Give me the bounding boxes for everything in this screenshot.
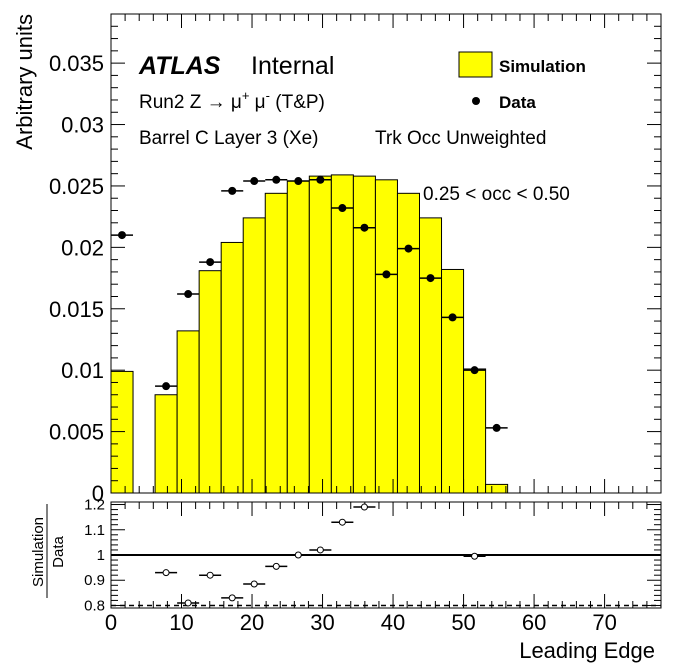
data-point <box>448 313 457 322</box>
main-y-tick-label: 0.03 <box>61 113 104 138</box>
x-tick-label: 50 <box>451 610 475 635</box>
data-point <box>162 382 171 391</box>
main-frame <box>110 13 662 494</box>
data-point <box>118 231 126 240</box>
x-tick-label: 0 <box>105 610 117 635</box>
ratio-y-tick-label: 1 <box>97 547 105 564</box>
ratio-point <box>338 518 346 526</box>
simulation-bar <box>308 175 332 494</box>
ratio-panel: 0.8 0.9 1 1.1 1.2 0 10 20 30 40 50 60 70 Simulation… <box>30 497 662 663</box>
ratio-y-tick-label: 1.2 <box>84 497 105 514</box>
ratio-reference-lines <box>111 554 661 607</box>
ratio-x-ticks: 0 10 20 30 40 50 60 70 <box>105 502 662 635</box>
ratio-y-axis-label: Simulation Data <box>30 504 67 598</box>
channel-text-post: (T&P) <box>270 92 325 113</box>
x-tick-label: 10 <box>169 610 193 635</box>
channel-text-minus: - <box>266 88 270 103</box>
main-y-tick-label: 0.02 <box>61 235 104 260</box>
data-point <box>250 177 259 186</box>
simulation-bar <box>154 394 178 494</box>
data-point <box>184 290 193 299</box>
data-point <box>470 366 479 375</box>
data-point <box>228 186 237 195</box>
ratio-point <box>250 580 258 588</box>
simulation-bar <box>485 483 509 494</box>
atlas-label: ATLAS <box>138 52 221 80</box>
ratio-point <box>294 551 302 559</box>
legend-simulation-swatch <box>458 51 493 78</box>
main-y-tick-label: 0.015 <box>49 297 104 322</box>
simulation-bar <box>418 217 443 494</box>
simulation-bar <box>463 368 487 494</box>
legend-simulation-label: Simulation <box>499 57 586 76</box>
ratio-ylabel-denominator: Data <box>50 536 67 568</box>
ratio-point <box>162 569 170 577</box>
occupancy-range-label: 0.25 < occ < 0.50 <box>423 184 570 205</box>
simulation-bar <box>242 217 266 494</box>
data-point <box>492 423 501 432</box>
data-point <box>404 244 413 253</box>
ratio-point <box>228 594 236 602</box>
x-tick-label: 60 <box>522 610 546 635</box>
main-x-ticks <box>110 14 662 493</box>
ratio-point <box>471 552 479 560</box>
ratio-point <box>206 571 214 579</box>
main-y-tick-label: 0 <box>92 481 104 506</box>
simulation-bar <box>352 175 376 494</box>
data-point <box>272 175 281 184</box>
channel-text-pre: Run2 Z → μ <box>139 92 242 113</box>
main-y-tick-label: 0.01 <box>61 358 104 383</box>
simulation-bar <box>396 192 420 494</box>
x-tick-label: 40 <box>381 610 405 635</box>
weighting-label: Trk Occ Unweighted <box>375 128 546 149</box>
x-axis-label: Leading Edge <box>519 638 655 663</box>
data-point <box>426 274 435 283</box>
data-point <box>360 223 369 232</box>
data-point <box>338 204 347 213</box>
ratio-points <box>155 503 486 607</box>
data-points <box>110 175 508 432</box>
simulation-bar <box>198 270 222 494</box>
ratio-y-tick-label: 0.9 <box>84 572 105 589</box>
main-y-tick-label: 0.035 <box>49 51 104 76</box>
simulation-bar <box>374 179 398 494</box>
simulation-bar <box>264 192 288 494</box>
ratio-y-tick-label: 0.8 <box>84 597 105 614</box>
channel-text-plus: + <box>242 88 250 103</box>
main-y-tick-label: 0.005 <box>49 420 104 445</box>
channel-text-mid: μ <box>249 92 265 113</box>
ratio-ylabel-numerator: Simulation <box>30 517 47 587</box>
simulation-bar <box>176 330 200 494</box>
x-tick-label: 70 <box>592 610 616 635</box>
data-point <box>294 177 303 186</box>
simulation-histogram <box>110 174 509 494</box>
simulation-bar <box>110 370 134 494</box>
y-axis-label: Arbitrary units <box>12 14 37 150</box>
ratio-point <box>316 546 324 554</box>
main-y-ticks: 0 0.005 0.01 0.015 0.02 0.025 0.03 0.035 <box>49 13 661 506</box>
ratio-point <box>272 562 280 570</box>
simulation-bar <box>441 268 465 494</box>
legend-data-label: Data <box>499 93 536 112</box>
channel-label: Run2 Z → μ+ μ- (T&P) <box>139 88 325 113</box>
simulation-bar <box>220 241 244 494</box>
ratio-y-tick-label: 1.1 <box>84 522 105 539</box>
ratio-y-ticks: 0.8 0.9 1 1.1 1.2 <box>84 497 661 614</box>
simulation-bar <box>286 180 310 494</box>
simulation-bar <box>330 174 354 494</box>
legend: Simulation Data <box>458 51 586 112</box>
x-tick-label: 20 <box>240 610 264 635</box>
main-panel: 0 0.005 0.01 0.015 0.02 0.025 0.03 0.035 Arbitr… <box>12 13 662 506</box>
data-point <box>382 270 391 279</box>
internal-label: Internal <box>251 52 334 80</box>
ratio-point <box>184 599 192 607</box>
data-point <box>316 175 325 184</box>
data-point <box>206 258 215 267</box>
main-y-tick-label: 0.025 <box>49 174 104 199</box>
legend-data-marker <box>472 97 480 105</box>
ratio-point <box>360 503 368 511</box>
x-tick-label: 30 <box>310 610 334 635</box>
region-label: Barrel C Layer 3 (Xe) <box>139 128 319 149</box>
